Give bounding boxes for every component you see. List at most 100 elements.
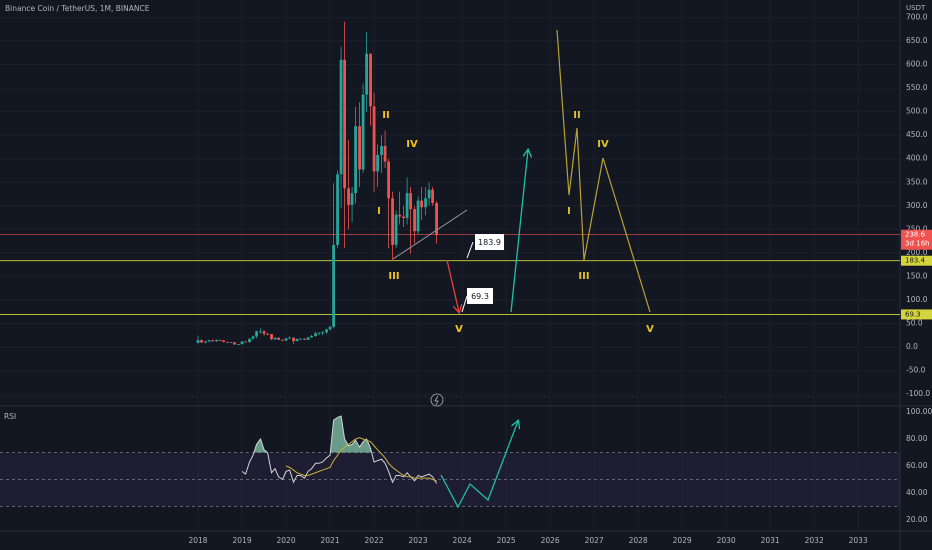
rsi-pane — [0, 415, 900, 507]
candle-body — [420, 200, 424, 208]
y-tick-label: 400.0 — [906, 154, 928, 163]
y-tick-label: 650.0 — [906, 36, 928, 45]
candle-body — [387, 161, 391, 199]
candle-body — [365, 53, 369, 95]
y-tick-label: 700.0 — [906, 12, 928, 21]
candle-body — [424, 198, 427, 208]
candle-body — [416, 200, 420, 232]
candle-body — [277, 337, 280, 340]
y-tick-label: 40.00 — [906, 488, 928, 497]
candle-body — [215, 340, 218, 342]
candle-body — [266, 333, 269, 335]
wave-label: III — [578, 271, 589, 282]
callout-text: 69.3 — [471, 292, 489, 301]
x-tick-label: 2025 — [497, 536, 516, 545]
wave-label: I — [567, 206, 571, 217]
candle-body — [398, 214, 402, 217]
y-tick-label: -50.0 — [906, 366, 926, 375]
y-tick-label: 200.0 — [906, 248, 928, 257]
y-tick-label: 100.00 — [906, 407, 932, 416]
candle-body — [380, 145, 383, 155]
y-tick-label: 350.0 — [906, 177, 928, 186]
x-tick-label: 2018 — [188, 536, 207, 545]
candle-body — [303, 338, 306, 340]
candle-body — [240, 341, 244, 345]
teal-arrow — [510, 150, 528, 313]
y-tick-label: 100.0 — [906, 295, 928, 304]
x-tick-label: 2031 — [761, 536, 780, 545]
candle-body — [383, 145, 387, 162]
y-tick-label: 20.00 — [906, 515, 928, 524]
price-label: 183.4 — [905, 257, 926, 265]
candle-body — [284, 338, 288, 341]
candle-body — [229, 342, 233, 344]
drawings: 183.9 69.3 — [392, 29, 651, 509]
rsi-projection — [440, 421, 518, 509]
candle-body — [259, 331, 262, 333]
wave-label: I — [377, 206, 381, 217]
currency-label: USDT — [906, 4, 926, 12]
candle-body — [409, 193, 413, 210]
candle-body — [299, 338, 302, 340]
candle-body — [310, 336, 313, 338]
candle-body — [207, 340, 211, 342]
callout-box — [475, 234, 504, 250]
y-tick-label: 500.0 — [906, 107, 928, 116]
grid — [0, 0, 900, 530]
candle-body — [350, 193, 354, 205]
candle-body — [200, 340, 203, 343]
candle-body — [317, 332, 321, 334]
y-tick-label: 150.0 — [906, 271, 928, 280]
x-tick-label: 2024 — [453, 536, 472, 545]
price-label: 69.3 — [905, 310, 921, 318]
candle-body — [376, 154, 380, 172]
candle-body — [222, 340, 225, 342]
candle-body — [292, 337, 295, 342]
candle-body — [332, 244, 335, 327]
candle-body — [372, 106, 376, 172]
candle-body — [211, 340, 214, 342]
x-tick-label: 2028 — [629, 536, 648, 545]
y-tick-label: 550.0 — [906, 83, 928, 92]
chart-title: Binance Coin / TetherUS, 1M, BINANCE — [5, 4, 150, 13]
candle-body — [358, 126, 361, 170]
y-tick-label: 50.0 — [906, 319, 923, 328]
x-tick-label: 2033 — [849, 536, 868, 545]
candle-body — [347, 188, 350, 205]
y-tick-label: 250.0 — [906, 224, 928, 233]
candle-body — [391, 198, 394, 245]
wave-label: IV — [597, 139, 609, 150]
candle-body — [435, 202, 438, 235]
candle-body — [394, 214, 398, 245]
price-label-box — [901, 309, 932, 320]
candle-body — [251, 336, 255, 339]
y-tick-label: -100.0 — [906, 389, 930, 398]
trend-line — [392, 209, 468, 260]
candle-body — [361, 94, 365, 170]
candle-body — [369, 53, 372, 107]
candle-body — [321, 332, 324, 334]
candle-body — [218, 340, 222, 341]
x-tick-label: 2022 — [365, 536, 384, 545]
candle-body — [306, 337, 310, 340]
wave-label: V — [455, 324, 463, 335]
candle-body — [336, 174, 339, 245]
candle-body — [402, 216, 405, 219]
candle-body — [295, 338, 299, 342]
candle-body — [237, 344, 240, 346]
candle-body — [248, 338, 251, 343]
event-icon[interactable] — [430, 393, 444, 407]
price-label-box — [901, 229, 932, 250]
candle-body — [226, 341, 229, 343]
wave-label: II — [382, 110, 389, 121]
wave-label: IV — [406, 139, 418, 150]
wave-projection — [556, 29, 651, 313]
price-label-box — [901, 255, 932, 266]
wave-label: III — [388, 271, 399, 282]
candle-body — [431, 189, 435, 203]
candle-body — [255, 331, 258, 337]
candle-body — [343, 59, 346, 189]
callout-text: 183.9 — [478, 238, 501, 247]
callout-box — [467, 288, 493, 304]
